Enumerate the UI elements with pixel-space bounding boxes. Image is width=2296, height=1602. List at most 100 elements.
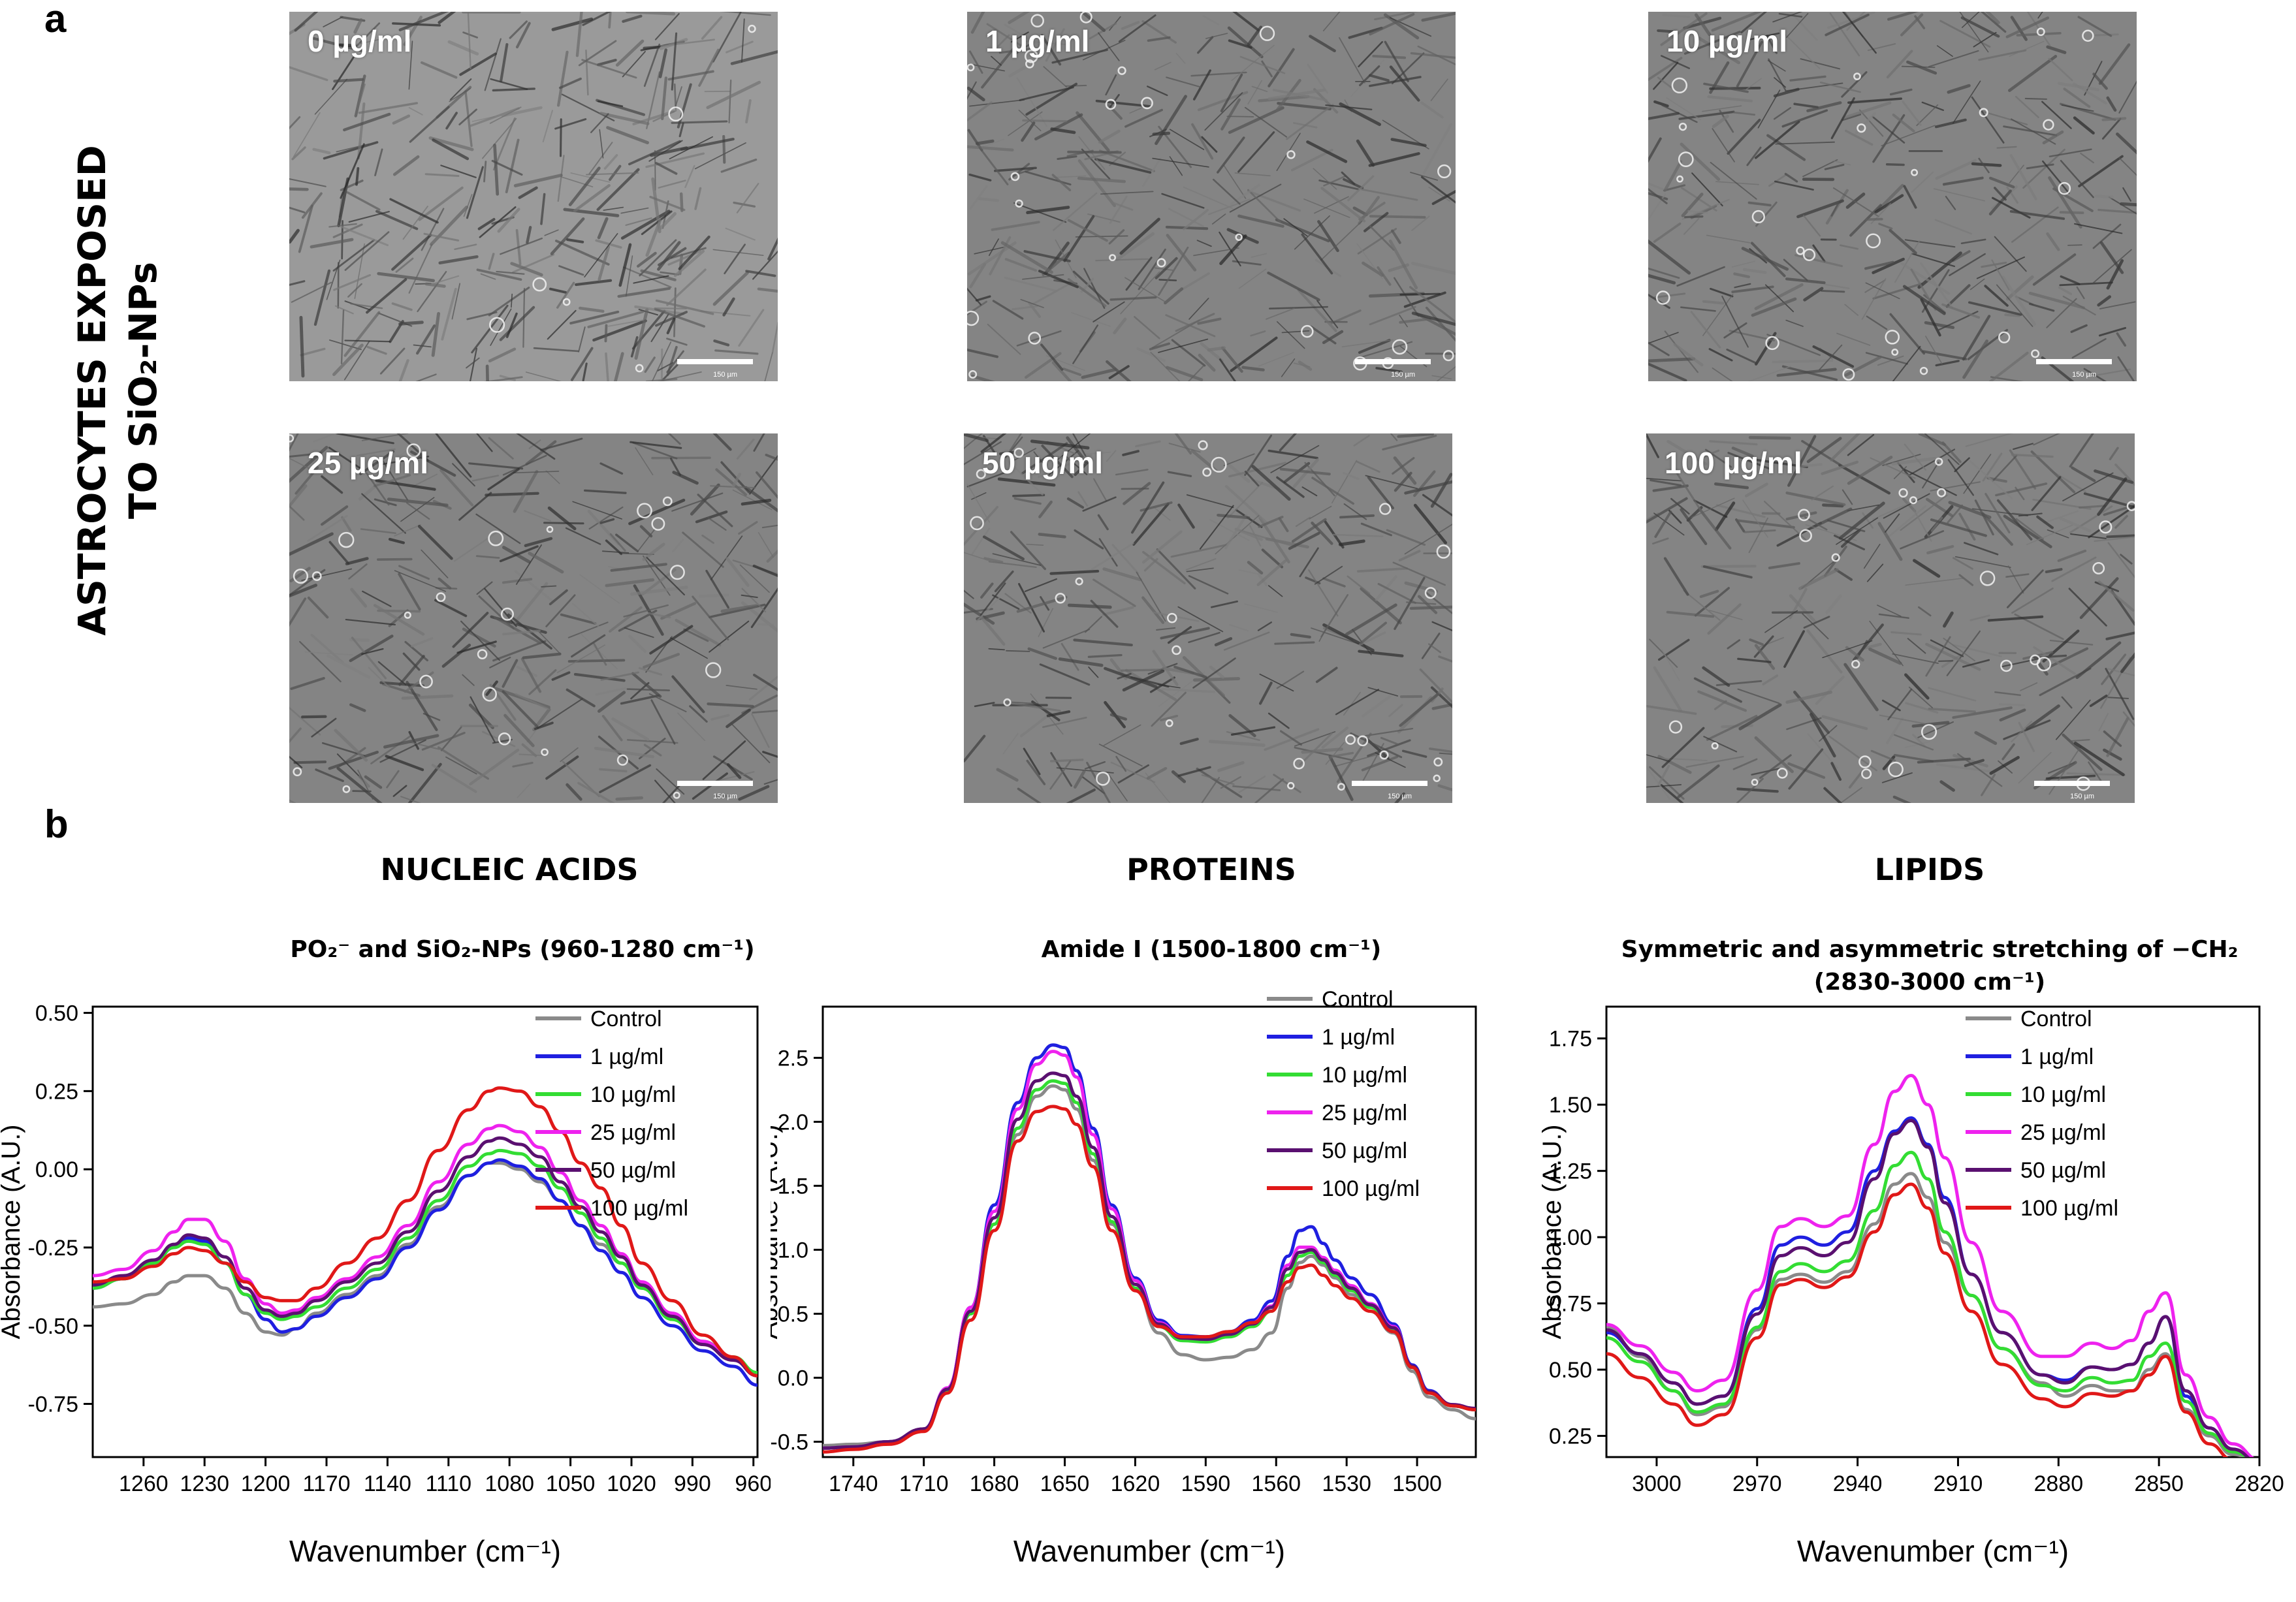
cell-streak [1680, 306, 1716, 312]
cell-streak [2011, 720, 2033, 743]
y-tick-label: 1.75 [1549, 1027, 1592, 1052]
x-tick-label: 1050 [546, 1471, 596, 1496]
series-line-10-g-ml [823, 1079, 1476, 1450]
cell-streak [535, 628, 561, 655]
rounded-cell [1911, 168, 1919, 176]
x-tick-label: 990 [674, 1471, 711, 1496]
cell-streak [1058, 657, 1104, 667]
cell-streak [1974, 499, 1994, 536]
cell-streak [992, 300, 1024, 320]
cell-streak [346, 191, 381, 211]
y-tick-label: 1.5 [778, 1174, 808, 1199]
cell-streak [1737, 657, 1772, 663]
x-tick-label: 3000 [1632, 1471, 1682, 1496]
cell-streak [373, 604, 425, 636]
cell-streak [1223, 631, 1270, 651]
cell-streak [2047, 529, 2069, 539]
cell-streak [655, 311, 688, 327]
cell-streak [671, 120, 728, 124]
cell-streak [485, 492, 539, 497]
rounded-cell [1678, 151, 1694, 167]
cell-streak [1824, 283, 1850, 289]
cell-streak [1417, 595, 1438, 614]
cell-streak [1959, 12, 1989, 53]
cell-streak [1186, 494, 1234, 509]
rounded-cell [1211, 456, 1227, 473]
cell-streak [1153, 506, 1171, 521]
micrograph-texture [289, 12, 778, 381]
cell-streak [525, 440, 557, 465]
cell-streak [1183, 186, 1234, 210]
cell-streak [2118, 157, 2137, 176]
rounded-cell [705, 662, 722, 678]
cell-streak [460, 620, 500, 661]
cell-streak [1217, 513, 1251, 520]
cell-streak [415, 373, 437, 381]
cell-streak [1063, 215, 1095, 262]
cell-streak [1277, 321, 1305, 349]
cell-streak [334, 305, 354, 315]
cell-streak [1358, 631, 1386, 646]
cell-streak [449, 78, 472, 101]
cell-streak [1389, 65, 1420, 102]
y-tick-label: 0.25 [35, 1079, 78, 1104]
cell-streak [1958, 512, 1976, 541]
cell-streak [573, 672, 626, 682]
cell-streak [289, 569, 326, 597]
cell-streak [1119, 217, 1160, 255]
rounded-cell [1776, 768, 1788, 779]
cell-streak [517, 783, 531, 798]
cell-streak [1117, 672, 1132, 680]
cell-streak [1838, 501, 1885, 540]
plot-frame [821, 1005, 1477, 1458]
rounded-cell [2126, 501, 2135, 511]
cell-streak [499, 545, 539, 563]
cell-streak [1322, 330, 1344, 345]
micrograph-texture [964, 433, 1452, 803]
cell-streak [407, 762, 442, 803]
cell-streak [975, 596, 1001, 623]
cell-streak [1685, 755, 1744, 768]
cell-streak [2059, 281, 2113, 287]
rounded-cell [1010, 172, 1020, 181]
cell-streak [2114, 463, 2135, 486]
cell-streak [402, 206, 428, 240]
cell-streak [1409, 605, 1452, 610]
cell-streak [1004, 24, 1055, 55]
cell-streak [1677, 764, 1720, 798]
cell-streak [1711, 12, 1762, 32]
cell-streak [1872, 257, 1905, 274]
cell-streak [667, 70, 714, 81]
cell-streak [312, 148, 331, 155]
cell-streak [1051, 174, 1072, 191]
cell-streak [1985, 12, 2000, 24]
rounded-cell [311, 571, 322, 581]
cell-streak [2070, 533, 2107, 539]
cell-streak [489, 657, 511, 668]
cell-streak [1361, 755, 1399, 772]
cell-streak [289, 505, 305, 521]
subtitle-line2: (2830-3000 cm⁻¹) [1813, 969, 2046, 996]
cell-streak [2049, 640, 2094, 646]
cell-streak [398, 573, 421, 611]
cell-streak [1794, 254, 1843, 268]
cell-streak [1306, 140, 1348, 163]
y-tick-label: 0.75 [1549, 1292, 1592, 1317]
cell-streak [2097, 477, 2128, 516]
cell-streak [439, 469, 474, 507]
cell-streak [719, 12, 771, 16]
cell-streak [488, 287, 530, 317]
rounded-cell [477, 649, 488, 659]
cell-streak [766, 549, 778, 563]
cell-streak [1019, 712, 1053, 738]
cell-streak [1170, 544, 1228, 558]
rounded-cell [1287, 781, 1295, 790]
cell-streak [1155, 257, 1178, 279]
cell-streak [469, 748, 520, 786]
cell-streak [609, 606, 643, 633]
cell-streak [1027, 647, 1057, 660]
cell-streak [1654, 510, 1672, 539]
cell-streak [456, 640, 497, 654]
x-axis-label: Wavenumber (cm⁻¹) [1013, 1534, 1285, 1568]
cell-streak [1826, 519, 1866, 533]
